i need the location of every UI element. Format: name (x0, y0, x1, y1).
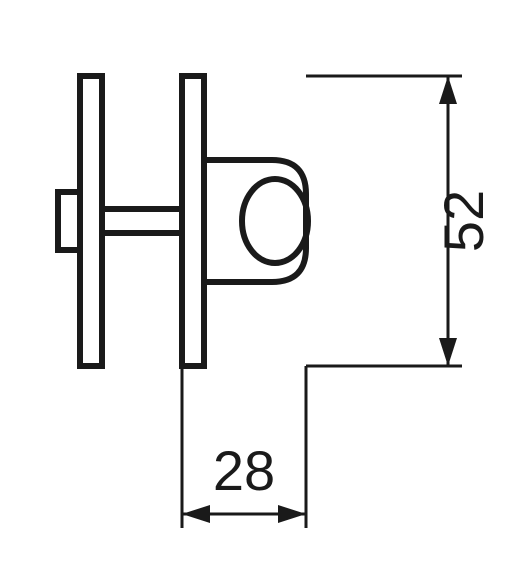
dimension-height-label: 52 (432, 190, 495, 252)
technical-drawing: 52 28 (0, 0, 529, 579)
part-outline (58, 76, 308, 366)
dimension-width-label: 28 (213, 439, 275, 502)
dimension-annotations: 52 28 (182, 76, 495, 528)
